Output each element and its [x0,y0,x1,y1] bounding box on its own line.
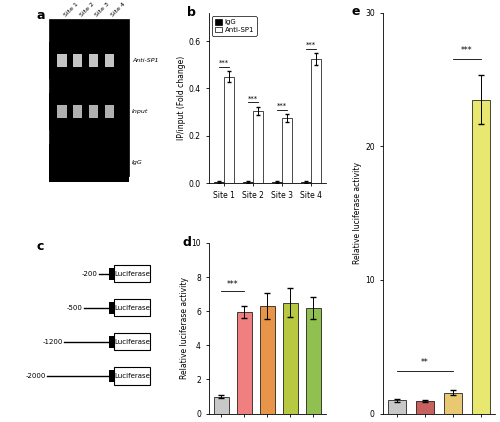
Text: ***: *** [306,41,316,48]
Text: Site 2: Site 2 [78,2,95,18]
Text: c: c [36,240,44,252]
Bar [272,182,282,183]
Bar [109,268,114,280]
Bar [88,105,99,119]
Bar [88,54,99,67]
Text: ***: *** [248,95,258,101]
Bar [283,303,298,414]
Bar [57,105,66,119]
Bar [50,42,129,79]
Y-axis label: Relative luciferase activity: Relative luciferase activity [180,277,188,379]
Text: e: e [351,5,360,18]
Text: **: ** [421,358,428,367]
Text: Site 1: Site 1 [63,2,79,18]
Bar [104,54,114,67]
Bar [243,182,253,183]
Text: -500: -500 [66,305,82,311]
Bar [311,59,321,183]
Text: IgG: IgG [132,160,142,165]
Bar [300,182,311,183]
Bar [282,118,292,183]
Bar [50,93,129,130]
Bar [114,368,150,384]
Bar [57,54,66,67]
Text: -2000: -2000 [26,373,46,379]
Bar [109,336,114,348]
Text: Input: Input [132,109,148,114]
Bar [224,77,234,183]
Bar [73,54,83,67]
Bar [260,306,275,414]
Text: Site 3: Site 3 [94,2,111,18]
Text: -200: -200 [82,271,98,277]
Bar [237,312,252,414]
Bar [50,144,129,181]
Text: ***: *** [277,103,287,108]
Text: Luciferase: Luciferase [114,339,150,345]
Legend: IgG, Anti-SP1: IgG, Anti-SP1 [212,16,257,35]
Bar [109,302,114,314]
Bar [472,100,490,414]
Text: ***: *** [461,46,472,55]
Bar [114,299,150,316]
Text: Site 4: Site 4 [110,2,126,18]
Bar [253,111,263,183]
Text: Luciferase: Luciferase [114,373,150,379]
Text: d: d [183,236,192,249]
Bar [306,308,321,414]
Y-axis label: IP/input (Fold change): IP/input (Fold change) [177,56,186,140]
Y-axis label: Relative luciferase activity: Relative luciferase activity [354,162,362,264]
Bar [214,182,224,183]
Text: b: b [188,6,196,19]
Text: Anti-SP1: Anti-SP1 [132,58,158,63]
Text: -1200: -1200 [43,339,64,345]
Text: ***: *** [227,280,239,289]
Bar [416,401,434,414]
Bar [114,265,150,282]
Bar [214,397,229,414]
Text: a: a [36,9,45,22]
Text: Luciferase: Luciferase [114,305,150,311]
Bar [114,333,150,350]
Bar [388,400,406,414]
Bar [444,393,462,414]
Bar [109,370,114,382]
Bar [73,105,83,119]
Bar [104,105,114,119]
Text: ***: *** [219,60,229,66]
Bar [50,19,129,176]
Text: Luciferase: Luciferase [114,271,150,277]
